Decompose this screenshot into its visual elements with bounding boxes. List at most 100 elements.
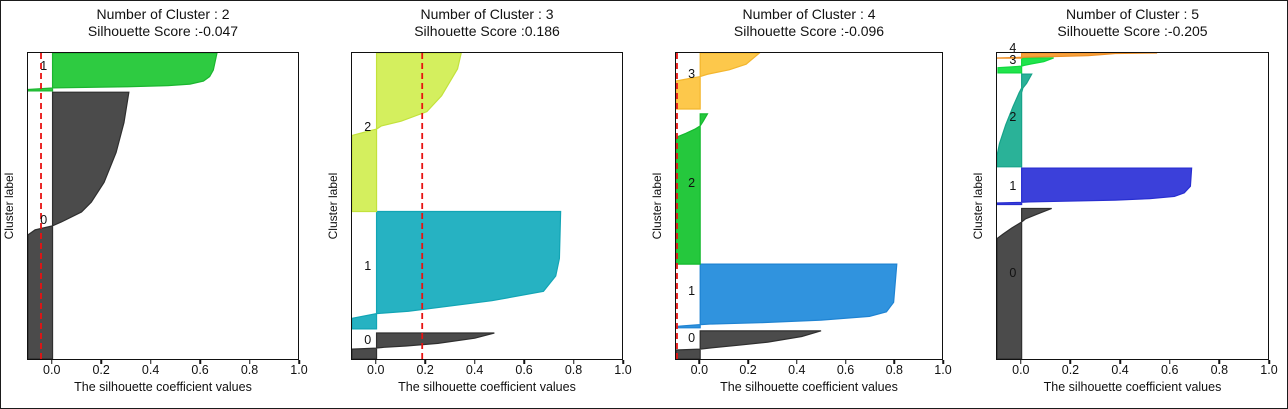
x-tick-label: 0.2 [739, 363, 757, 377]
x-tick-label: 0.2 [416, 363, 434, 377]
x-tick-label: 0.2 [1061, 363, 1080, 377]
plot-area: 0 1 2 3 [675, 52, 943, 360]
silhouette-cluster-band-3 [998, 58, 1054, 73]
title-line-2: Silhouette Score :-0.096 [733, 22, 885, 39]
x-tick-label: 0.8 [885, 363, 903, 377]
x-tick-label: 0.8 [564, 363, 583, 377]
x-tick-label: 0.6 [515, 363, 533, 377]
title-line-1: Number of Cluster : 3 [420, 6, 554, 22]
cluster-label-0: 0 [688, 331, 696, 346]
subplot-title: Number of Cluster : 5 Silhouette Score :… [996, 6, 1269, 39]
x-tick-mark [298, 360, 300, 364]
silhouette-cluster-band-1 [352, 212, 561, 329]
x-tick-mark [248, 360, 251, 364]
x-tick-label: 0.8 [1210, 363, 1229, 377]
cluster-label-0: 0 [1009, 266, 1017, 281]
x-tick-mark [1020, 360, 1022, 364]
x-tick-label: 1.0 [1260, 363, 1278, 377]
x-tick-mark [1069, 360, 1072, 364]
x-tick-mark [523, 360, 525, 364]
x-tick-mark [1218, 360, 1221, 364]
x-tick-mark [149, 360, 152, 364]
cluster-label-0: 0 [40, 212, 48, 227]
x-tick-mark [473, 360, 476, 364]
y-axis-label: Cluster label [650, 172, 664, 240]
y-axis-label: Cluster label [326, 172, 340, 240]
x-tick-label: 1.0 [614, 363, 632, 377]
x-tick-label: 0.6 [191, 363, 209, 377]
x-axis-label: The silhouette coefficient values [398, 380, 576, 394]
x-tick-mark [1168, 360, 1171, 364]
silhouette-cluster-band-1 [997, 168, 1192, 204]
silhouette-cluster-band-4 [997, 53, 1157, 58]
x-tick-label: 0.8 [240, 363, 259, 377]
silhouette-cluster-band-0 [997, 208, 1052, 359]
x-tick-mark [942, 360, 944, 364]
cluster-label-2: 2 [1009, 110, 1017, 125]
cluster-label-3: 3 [1009, 52, 1017, 67]
x-tick-label: 0.4 [788, 363, 806, 377]
x-axis-tick-marks [996, 360, 1270, 365]
x-tick-label: 0.2 [92, 363, 110, 377]
silhouette-subplot-k5: Number of Cluster : 5 Silhouette Score :… [971, 1, 1278, 408]
subplot-title: Number of Cluster : 4 Silhouette Score :… [675, 6, 943, 39]
silhouette-cluster-band-3 [676, 53, 759, 109]
x-axis-tick-marks [351, 360, 624, 365]
title-line-1: Number of Cluster : 5 [1065, 6, 1200, 22]
x-tick-mark [1119, 360, 1121, 364]
x-axis-tick-marks [27, 360, 300, 365]
x-tick-label: 0.4 [465, 363, 484, 377]
cluster-label-2: 2 [364, 120, 372, 135]
cluster-label-1: 1 [40, 58, 48, 73]
cluster-label-3: 3 [688, 66, 696, 81]
silhouette-cluster-band-1 [28, 53, 217, 91]
x-tick-mark [50, 360, 53, 364]
x-tick-mark [844, 360, 847, 364]
silhouette-cluster-band-2 [997, 74, 1032, 167]
plot-area: 0 1 2 [351, 52, 623, 360]
silhouette-cluster-band-1 [676, 264, 897, 328]
subplot-title: Number of Cluster : 2 Silhouette Score :… [27, 6, 299, 39]
silhouette-svg [352, 53, 622, 359]
x-tick-label: 0.0 [690, 363, 709, 377]
cluster-label-2: 2 [688, 176, 696, 191]
cluster-label-4: 4 [1009, 41, 1017, 56]
title-line-2: Silhouette Score :-0.205 [1057, 22, 1208, 39]
silhouette-cluster-band-0 [352, 333, 494, 359]
x-axis-label: The silhouette coefficient values [720, 380, 898, 394]
silhouette-svg [676, 53, 942, 359]
silhouette-subplot-k4: Number of Cluster : 4 Silhouette Score :… [650, 1, 952, 408]
silhouette-cluster-band-0 [28, 92, 129, 359]
silhouette-subplot-k2: Number of Cluster : 2 Silhouette Score :… [2, 1, 308, 408]
x-tick-mark [199, 360, 201, 364]
silhouette-cluster-band-2 [676, 114, 707, 264]
y-axis-label: Cluster label [2, 172, 16, 240]
x-tick-label: 0.6 [836, 363, 855, 377]
x-axis-tick-labels: 0.0 0.2 0.4 0.6 0.8 1.0 [351, 363, 632, 378]
x-axis-tick-labels: 0.0 0.2 0.4 0.6 0.8 1.0 [996, 363, 1278, 378]
x-axis-tick-labels: 0.0 0.2 0.4 0.6 0.8 1.0 [675, 363, 952, 378]
title-line-1: Number of Cluster : 2 [96, 6, 230, 22]
x-tick-mark [622, 360, 624, 364]
cluster-label-1: 1 [1009, 179, 1017, 194]
x-axis-label: The silhouette coefficient values [1043, 380, 1222, 394]
x-tick-mark [100, 360, 102, 364]
x-tick-mark [747, 360, 749, 364]
subplot-title: Number of Cluster : 3 Silhouette Score :… [351, 6, 623, 39]
title-line-2: Silhouette Score :0.186 [414, 22, 560, 39]
x-tick-mark [424, 360, 426, 364]
silhouette-svg [28, 53, 298, 359]
x-tick-mark [796, 360, 798, 364]
x-tick-mark [698, 360, 701, 364]
x-tick-mark [893, 360, 896, 364]
x-tick-label: 0.4 [141, 363, 160, 377]
x-tick-label: 1.0 [290, 363, 308, 377]
x-axis-label: The silhouette coefficient values [74, 380, 252, 394]
x-tick-label: 0.0 [367, 363, 385, 377]
x-tick-label: 0.6 [1161, 363, 1179, 377]
y-axis-label: Cluster label [971, 172, 985, 240]
silhouette-cluster-band-0 [676, 331, 821, 359]
silhouette-svg [997, 53, 1268, 359]
